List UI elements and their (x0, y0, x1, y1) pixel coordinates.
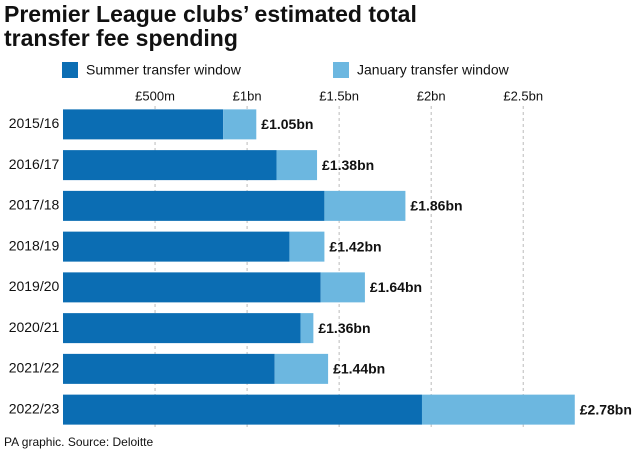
x-tick-label: £1bn (233, 88, 262, 103)
chart-title: Premier League clubs’ estimated total (4, 1, 417, 27)
x-tick-label: £500m (135, 88, 175, 103)
y-tick-label: 2021/22 (9, 360, 60, 376)
bar-segment (63, 313, 301, 344)
legend-swatch (333, 62, 349, 78)
bar-segment (223, 109, 257, 140)
bar-segment (63, 272, 321, 303)
bar-segment (324, 190, 406, 221)
chart-title: transfer fee spending (4, 25, 238, 51)
bar-segment (276, 150, 318, 181)
y-tick-label: 2015/16 (9, 115, 60, 131)
bar-segment (63, 150, 277, 181)
total-label: £1.86bn (410, 198, 462, 214)
y-tick-label: 2016/17 (9, 156, 60, 172)
bar-segment (63, 231, 290, 262)
total-label: £1.44bn (333, 361, 385, 377)
bar-segment (63, 394, 422, 425)
total-label: £1.64bn (370, 279, 422, 295)
legend-label: Summer transfer window (86, 62, 242, 78)
y-tick-label: 2019/20 (9, 278, 60, 294)
total-label: £1.42bn (329, 238, 381, 254)
total-label: £1.38bn (322, 157, 374, 173)
y-tick-label: 2018/19 (9, 237, 60, 253)
bar-segment (300, 313, 314, 344)
legend-label: January transfer window (357, 62, 510, 78)
x-tick-label: £2bn (417, 88, 446, 103)
bar-segment (63, 109, 224, 140)
bar-segment (63, 353, 275, 384)
total-label: £1.36bn (318, 320, 370, 336)
x-tick-label: £1.5bn (319, 88, 359, 103)
y-tick-label: 2020/21 (9, 319, 60, 335)
x-tick-label: £2.5bn (503, 88, 543, 103)
bar-segment (274, 353, 329, 384)
bar-segment (421, 394, 575, 425)
bar-segment (63, 190, 325, 221)
source-note: PA graphic. Source: Deloitte (4, 435, 154, 449)
y-tick-label: 2017/18 (9, 197, 60, 213)
y-tick-label: 2022/23 (9, 400, 60, 416)
total-label: £1.05bn (261, 116, 313, 132)
bar-segment (289, 231, 325, 262)
bar-segment (320, 272, 365, 303)
legend-swatch (62, 62, 78, 78)
total-label: £2.78bn (580, 401, 632, 417)
